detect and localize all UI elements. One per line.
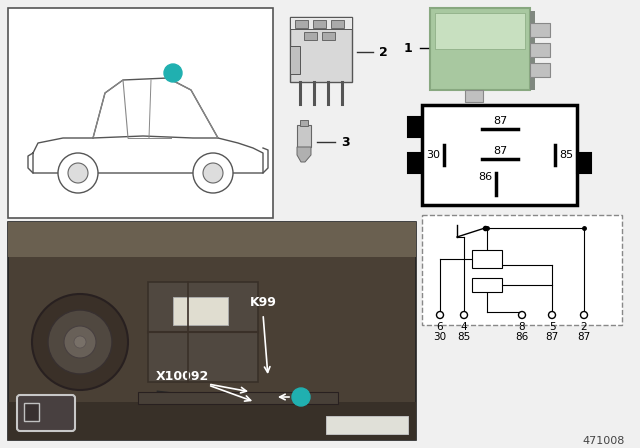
Bar [331,20,344,28]
Circle shape [48,310,112,374]
Text: 87: 87 [577,332,591,342]
Circle shape [68,163,88,183]
Text: 2: 2 [580,322,588,332]
Bar [138,392,338,404]
Text: 1: 1 [404,42,412,55]
Bar [577,153,591,173]
Text: 30: 30 [433,332,447,342]
Text: 85: 85 [559,150,573,160]
Bar [313,20,326,28]
Text: 30: 30 [426,150,440,160]
Bar [290,17,352,29]
Bar [295,20,308,28]
Text: 86: 86 [515,332,529,342]
Bar [297,125,311,147]
Bar [435,13,525,49]
Text: 86: 86 [478,172,492,182]
Text: 87: 87 [493,116,507,126]
Bar [8,8,273,218]
Text: 1: 1 [170,68,177,78]
Bar [290,17,352,82]
Bar [472,250,502,268]
Text: 6: 6 [436,322,444,332]
Bar [422,215,622,325]
Text: 3: 3 [341,135,349,148]
Text: K99: K99 [250,296,276,309]
Bar [322,32,335,40]
Bar [472,278,502,292]
Text: K: K [477,23,483,33]
Circle shape [64,326,96,358]
Text: 8: 8 [518,322,525,332]
Bar [530,43,550,57]
Circle shape [58,153,98,193]
Bar [304,32,317,40]
Polygon shape [297,147,311,162]
Bar [530,11,535,90]
Circle shape [580,311,588,319]
Text: 1: 1 [298,392,305,402]
Bar [422,105,577,205]
Text: 5: 5 [548,322,556,332]
Bar [530,23,550,37]
Circle shape [32,294,128,390]
Bar [465,90,483,102]
Bar [530,63,550,77]
Bar [173,297,228,325]
Bar [300,120,308,126]
Text: X10092: X10092 [156,370,209,383]
Circle shape [164,64,182,82]
Bar [408,117,422,137]
Circle shape [203,163,223,183]
Bar [8,222,416,440]
Bar [8,222,416,257]
Text: 4: 4 [461,322,467,332]
Text: 1: 1 [51,408,59,418]
Text: 85: 85 [458,332,470,342]
Circle shape [292,388,310,406]
Circle shape [193,153,233,193]
Circle shape [436,311,444,319]
Bar [290,46,300,74]
Circle shape [74,336,86,348]
Text: 87: 87 [545,332,559,342]
Bar [148,282,258,382]
Text: 135117: 135117 [347,420,387,430]
Circle shape [548,311,556,319]
Bar [326,416,408,434]
Text: 2: 2 [379,46,388,59]
Circle shape [461,311,467,319]
FancyBboxPatch shape [430,8,530,90]
Bar [24,403,39,421]
Text: 87: 87 [493,146,507,156]
Circle shape [518,311,525,319]
Text: 471008: 471008 [582,436,625,446]
Bar [8,402,416,440]
Bar [408,153,422,173]
FancyBboxPatch shape [17,395,75,431]
